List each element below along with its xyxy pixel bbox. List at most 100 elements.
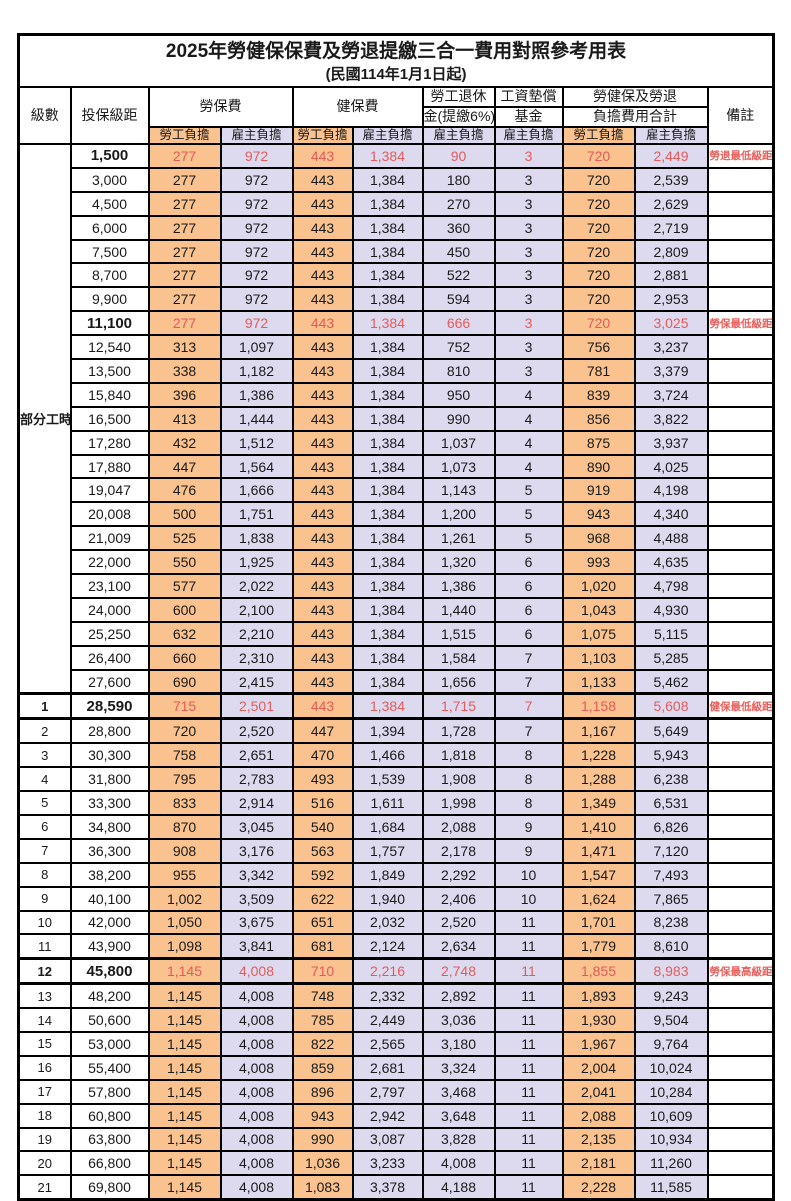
cell-health-employee: 447 [291,717,354,745]
cell-wage-fund-employer: 11 [493,909,564,936]
cell-wage-fund-employer: 11 [493,1150,564,1177]
cell-remark [706,668,775,696]
table-row: 8,700 277 972 443 1,384 522 3 720 2,881 [19,262,775,289]
cell-salary-bracket: 50,600 [69,1007,150,1033]
table-row: 13 48,200 1,145 4,008 748 2,332 2,892 11 1,893 9,… [17,982,775,1010]
cell-health-employee: 443 [291,334,354,361]
cell-remark [706,214,775,241]
table-row: 19 63,800 1,145 4,008 990 3,087 3,828 11 2,135 10… [17,1126,775,1153]
cell-pension-employer: 752 [421,334,496,361]
cell-labor-employer: 2,783 [219,766,294,793]
cell-labor-employer: 2,520 [219,717,294,745]
cell-health-employee: 443 [291,525,354,552]
cell-pension-employer: 1,584 [421,644,496,671]
cell-total-employer: 6,238 [633,766,709,793]
cell-health-employee: 896 [291,1078,354,1105]
cell-wage-fund-employer: 11 [493,1078,564,1105]
cell-remark [706,166,775,193]
cell-level: 14 [17,1007,72,1033]
cell-pension-employer: 3,036 [421,1007,496,1033]
cell-total-employer: 10,934 [633,1126,709,1153]
cell-total-employer: 5,285 [633,644,709,671]
cell-total-employee: 1,410 [561,813,636,840]
cell-total-employee: 2,135 [561,1126,636,1153]
table-body: 部分工時 1,500 277 972 443 1,384 90 3 720 2,449 勞退最低級距… [17,143,775,1201]
cell-health-employer: 1,384 [351,596,424,623]
cell-labor-employee: 1,145 [147,982,222,1010]
cell-labor-employer: 4,008 [219,1102,294,1129]
cell-remark [706,909,775,936]
subheader-wage-fund-employer: 雇主負擔 [493,126,564,145]
premium-table: 2025年勞健保保費及勞退提繳三合一費用對照參考用表 (民國114年1月1日起)… [17,33,776,1201]
table-row: 15 53,000 1,145 4,008 822 2,565 3,180 11 1,967 9,… [17,1030,775,1057]
cell-health-employer: 2,032 [351,909,424,936]
cell-total-employer: 3,822 [633,405,709,432]
cell-total-employer: 3,724 [633,381,709,408]
cell-labor-employee: 870 [147,813,222,840]
cell-labor-employer: 3,841 [219,933,294,960]
cell-labor-employer: 972 [219,214,294,241]
table-row: 6 34,800 870 3,045 540 1,684 2,088 9 1,410 6,826 [17,813,775,840]
cell-health-employee: 540 [291,813,354,840]
cell-remark [706,596,775,623]
cell-pension-employer: 1,656 [421,668,496,696]
cell-health-employee: 443 [291,166,354,193]
table-row: 17,880 447 1,564 443 1,384 1,073 4 890 4,025 [19,453,775,480]
cell-salary-bracket: 4,500 [69,190,150,217]
cell-health-employer: 2,565 [351,1030,424,1057]
cell-labor-employer: 1,182 [219,358,294,384]
cell-salary-bracket: 27,600 [69,668,150,696]
cell-wage-fund-employer: 6 [493,620,564,647]
cell-salary-bracket: 7,500 [69,238,150,265]
cell-health-employee: 443 [291,668,354,696]
cell-health-employer: 1,394 [351,717,424,745]
cell-wage-fund-employer: 9 [493,813,564,840]
cell-labor-employee: 277 [147,310,222,337]
cell-salary-bracket: 6,000 [69,214,150,241]
cell-health-employer: 1,684 [351,813,424,840]
cell-salary-bracket: 28,590 [69,692,150,721]
cell-pension-employer: 1,037 [421,429,496,456]
cell-total-employee: 1,103 [561,644,636,671]
cell-total-employee: 1,228 [561,742,636,769]
cell-health-employer: 3,233 [351,1150,424,1177]
cell-wage-fund-employer: 7 [493,692,564,721]
cell-pension-employer: 2,406 [421,885,496,912]
cell-health-employee: 443 [291,238,354,265]
cell-health-employee: 990 [291,1126,354,1153]
cell-labor-employee: 277 [147,214,222,241]
cell-level: 2 [17,717,72,745]
cell-total-employer: 4,025 [633,453,709,480]
cell-labor-employer: 1,386 [219,381,294,408]
cell-salary-bracket: 3,000 [69,166,150,193]
cell-labor-employer: 972 [219,238,294,265]
cell-level: 19 [17,1126,72,1153]
cell-labor-employer: 2,914 [219,790,294,816]
cell-labor-employer: 972 [219,286,294,313]
cell-labor-employee: 550 [147,549,222,576]
cell-remark [706,1102,775,1129]
cell-health-employer: 1,384 [351,573,424,599]
cell-total-employee: 890 [561,453,636,480]
cell-salary-bracket: 11,100 [69,310,150,337]
cell-labor-employee: 1,145 [147,1030,222,1057]
cell-labor-employee: 1,145 [147,1007,222,1033]
cell-health-employer: 1,384 [351,190,424,217]
cell-pension-employer: 2,748 [421,957,496,986]
cell-wage-fund-employer: 3 [493,358,564,384]
cell-salary-bracket: 48,200 [69,982,150,1010]
cell-labor-employee: 758 [147,742,222,769]
cell-total-employer: 9,504 [633,1007,709,1033]
table-row: 10 42,000 1,050 3,675 651 2,032 2,520 11 1,701 8,… [17,909,775,936]
cell-pension-employer: 594 [421,286,496,313]
cell-remark [706,644,775,671]
cell-level: 20 [17,1150,72,1177]
cell-health-employer: 1,384 [351,166,424,193]
page-title: 2025年勞健保保費及勞退提繳三合一費用對照參考用表 [165,41,627,63]
subheader-total-employee: 勞工負擔 [561,126,636,145]
cell-health-employer: 1,384 [351,310,424,337]
cell-level: 9 [17,885,72,912]
cell-pension-employer: 270 [421,190,496,217]
table-row: 4,500 277 972 443 1,384 270 3 720 2,629 [19,190,775,217]
cell-wage-fund-employer: 5 [493,477,564,504]
